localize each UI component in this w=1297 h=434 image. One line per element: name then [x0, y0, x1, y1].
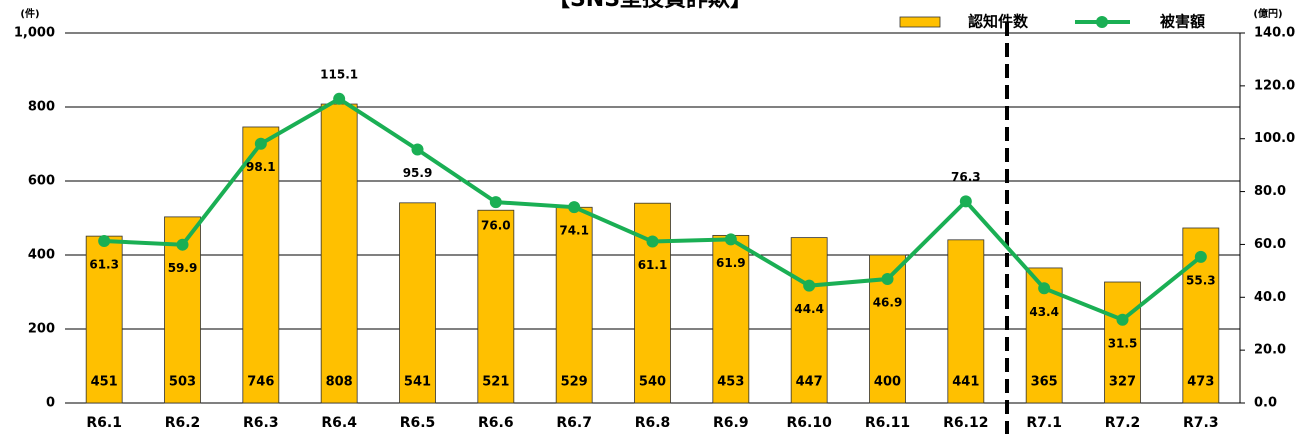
y-tick-label: 400: [28, 248, 55, 263]
bar-label: 746: [247, 375, 274, 390]
line-label: 76.3: [951, 170, 981, 184]
y2-unit: (億円): [1253, 7, 1282, 20]
legend-swatch: [1096, 16, 1108, 28]
line-label: 44.4: [794, 302, 824, 316]
bar-label: 473: [1187, 375, 1214, 390]
line-label: 46.9: [873, 296, 903, 310]
y2-tick-label: 0.0: [1254, 396, 1277, 411]
line-point: [1194, 250, 1207, 263]
legend-swatch: [899, 16, 941, 28]
bar-label: 451: [91, 375, 118, 390]
bar: [555, 206, 593, 404]
y2-tick-label: 140.0: [1254, 26, 1295, 41]
line-point: [959, 195, 972, 208]
bar-label: 529: [561, 375, 588, 390]
x-tick-label: R7.1: [1026, 415, 1062, 431]
y-tick-label: 800: [28, 100, 55, 115]
y2-tick-label: 80.0: [1254, 184, 1286, 199]
line-point: [646, 235, 659, 248]
y-tick-label: 1,000: [14, 26, 55, 41]
bar: [242, 126, 280, 404]
line-point: [803, 279, 816, 292]
line-point: [1038, 282, 1051, 295]
line-point: [724, 233, 737, 246]
bar-label: 808: [326, 375, 353, 390]
line-point: [254, 137, 267, 150]
y2-tick-label: 100.0: [1254, 131, 1295, 146]
bar: [85, 235, 123, 404]
line-label: 61.1: [638, 258, 668, 272]
line-point: [1116, 313, 1129, 326]
line-label: 61.3: [89, 257, 119, 271]
x-tick-label: R6.9: [713, 415, 749, 431]
line-label: 95.9: [403, 166, 433, 180]
bar-label: 447: [796, 375, 823, 390]
x-tick-label: R6.6: [478, 415, 514, 431]
line-point: [489, 196, 502, 209]
bar-label: 453: [717, 375, 744, 390]
y-tick-label: 200: [28, 322, 55, 337]
bar: [399, 202, 436, 404]
line-label: 98.1: [246, 160, 276, 174]
line-label: 59.9: [168, 261, 198, 275]
x-tick-label: R6.2: [165, 415, 201, 431]
bar: [790, 237, 828, 404]
bar-label: 441: [952, 375, 979, 390]
bar-label: 521: [482, 375, 509, 390]
y2-tick-label: 120.0: [1254, 78, 1295, 93]
legend-label: 被害額: [1160, 13, 1205, 31]
x-tick-label: R7.2: [1105, 415, 1141, 431]
bar-label: 365: [1031, 375, 1058, 390]
bar-label: 540: [639, 375, 666, 390]
line-point: [98, 234, 111, 247]
line-label: 31.5: [1108, 336, 1138, 350]
x-tick-label: R6.1: [86, 415, 122, 431]
line-point: [568, 201, 581, 214]
bar-label: 541: [404, 375, 431, 390]
line-point: [333, 92, 346, 105]
chart-title: 【SNS型投資詐欺】: [548, 0, 752, 12]
bar: [947, 239, 985, 404]
line-label: 76.0: [481, 219, 511, 233]
bar: [634, 202, 671, 404]
legend-label: 認知件数: [968, 13, 1029, 31]
line-label: 43.4: [1029, 305, 1059, 319]
bar-label: 400: [874, 375, 901, 390]
y2-tick-label: 60.0: [1254, 237, 1286, 252]
bar-label: 503: [169, 375, 196, 390]
y2-tick-label: 40.0: [1254, 290, 1286, 305]
x-tick-label: R6.4: [321, 415, 357, 431]
x-tick-label: R6.3: [243, 415, 279, 431]
x-tick-label: R6.12: [943, 415, 988, 431]
x-tick-label: R6.10: [787, 415, 833, 431]
line-label: 61.9: [716, 256, 746, 270]
y-unit: (件): [20, 7, 39, 20]
x-tick-label: R6.5: [400, 415, 436, 431]
line-point: [881, 273, 894, 286]
x-tick-label: R7.3: [1183, 415, 1219, 431]
y2-tick-label: 20.0: [1254, 343, 1286, 358]
bar: [712, 234, 750, 404]
line-label: 74.1: [559, 224, 589, 238]
x-tick-label: R6.11: [865, 415, 910, 431]
line-label: 55.3: [1186, 273, 1216, 287]
bar-label: 327: [1109, 375, 1136, 390]
bar: [320, 103, 358, 404]
bar: [477, 209, 515, 404]
y-tick-label: 600: [28, 174, 55, 189]
line-label: 115.1: [320, 67, 358, 81]
bar: [1104, 281, 1141, 404]
x-tick-label: R6.7: [556, 415, 592, 431]
line-point: [176, 238, 189, 251]
line-point: [411, 143, 424, 156]
y-tick-label: 0: [46, 396, 55, 411]
x-tick-label: R6.8: [635, 415, 671, 431]
